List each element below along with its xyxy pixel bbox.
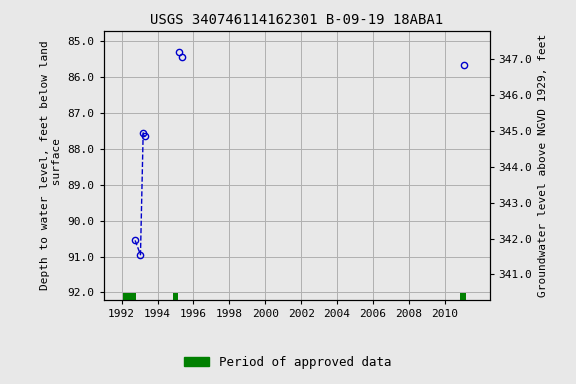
Bar: [173, 293, 178, 300]
Y-axis label: Groundwater level above NGVD 1929, feet: Groundwater level above NGVD 1929, feet: [538, 33, 548, 297]
Legend: Period of approved data: Period of approved data: [179, 351, 397, 374]
Title: USGS 340746114162301 B-09-19 18ABA1: USGS 340746114162301 B-09-19 18ABA1: [150, 13, 443, 27]
Bar: [460, 293, 466, 300]
Y-axis label: Depth to water level, feet below land
 surface: Depth to water level, feet below land su…: [40, 40, 62, 290]
Bar: [123, 293, 136, 300]
